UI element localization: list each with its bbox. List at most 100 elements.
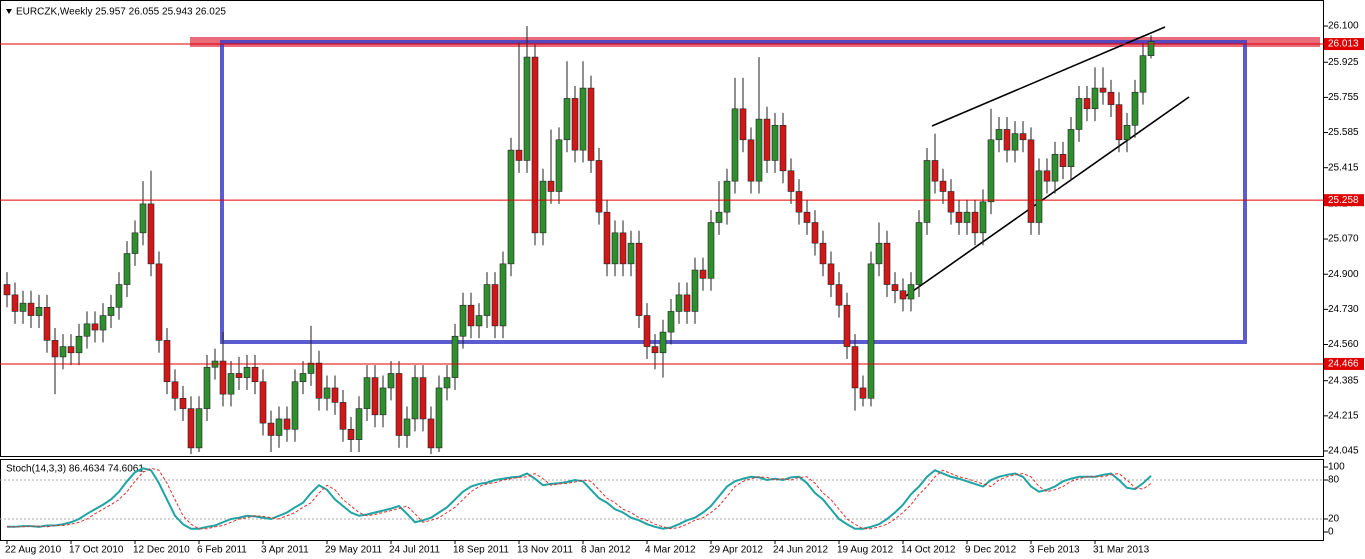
candle-body [1147,41,1155,56]
candle-body [787,170,795,192]
level-label: 24.466 [1328,359,1359,370]
candle-body [683,294,691,312]
candle-body [667,311,675,333]
candle-body [579,87,587,151]
candle-body [291,381,299,430]
candle-body [259,381,267,424]
candle-body [659,331,667,354]
candle-body [603,211,611,265]
candle-body [1019,133,1027,141]
candle-body [139,203,147,234]
candle-body [395,373,403,436]
candle-body [91,323,99,331]
level-label-box [1324,38,1364,51]
candle-body [299,373,307,383]
candle-body [1107,91,1115,105]
candle-body [723,180,731,213]
x-tick-label: 29 Apr 2012 [709,545,763,556]
candle-body [435,387,443,449]
candle-body [19,302,27,312]
range-box [220,40,1247,344]
candle-body [835,284,843,306]
candle-body [3,284,11,296]
candle-body [339,402,347,430]
candle-body [891,284,899,292]
x-tick-label: 6 Feb 2011 [197,545,247,556]
x-tick-label: 3 Apr 2011 [261,545,309,556]
candle-body [923,160,931,223]
candle-body [571,98,579,151]
candle-body [627,242,635,265]
candle-body [475,315,483,327]
candle-body [347,428,355,440]
x-tick-label: 12 Dec 2010 [133,545,190,556]
candle-body [1139,55,1147,93]
candle-body [1027,139,1035,223]
candle-body [467,304,475,327]
candle-body [1099,87,1107,93]
candle-body [283,418,291,430]
candle-body [715,211,723,223]
candle-body [155,263,163,341]
x-tick-label: 19 Aug 2012 [837,545,894,556]
candle-body [1059,153,1067,167]
chart-title: EURCZK,Weekly 25.957 26.055 25.943 26.02… [16,7,226,18]
y-tick-label: 25.070 [1328,234,1359,245]
candle-body [275,418,283,436]
candle-body [59,346,67,358]
candle-body [539,180,547,234]
candle-body [1011,133,1019,151]
candle-body [779,125,787,172]
channel-lower [902,96,1190,299]
candle-body [907,284,915,300]
main-frame [0,0,1324,457]
level-label-box [1324,357,1364,370]
candle-body [163,340,171,383]
candle-body [555,139,563,192]
candle-body [131,232,139,254]
channel-upper [931,26,1166,127]
y-tick-label: 24.215 [1328,410,1359,421]
x-tick-label: 3 Feb 2013 [1029,545,1080,556]
candle-body [763,118,771,161]
candle-body [1075,98,1083,130]
candle-body [147,203,155,265]
y-tick-label: 24.730 [1328,304,1359,315]
candle-body [643,315,651,347]
x-tick-label: 17 Oct 2010 [69,545,124,556]
candle-body [35,306,43,316]
candle-body [563,98,571,141]
x-tick-label: 18 Sep 2011 [453,545,509,556]
candle-body [875,242,883,265]
candle-body [491,284,499,327]
candle-body [507,149,515,265]
candle-body [819,242,827,265]
candle-body [459,304,467,337]
stoch-frame [0,459,1324,541]
x-tick-label: 22 Aug 2010 [5,545,62,556]
candle-body [387,373,395,389]
level-label: 25.258 [1328,195,1359,206]
candle-body [43,306,51,341]
candle-body [827,263,835,285]
candle-body [75,335,83,354]
candle-body [51,340,59,358]
x-tick-label: 29 May 2011 [325,545,383,556]
candle-body [739,108,747,141]
candle-body [915,222,923,285]
candle-body [307,362,315,374]
candle-body [195,408,203,449]
candle-body [483,284,491,316]
candle-body [691,269,699,312]
candle-body [859,387,867,399]
candle-body [619,232,627,265]
y-tick-label: 25.755 [1328,92,1359,103]
candle-body [851,346,859,389]
y-tick-label: 24.385 [1328,375,1359,386]
candle-body [899,290,907,300]
candle-body [931,160,939,182]
candle-body [99,315,107,331]
y-tick-label: 0 [1328,527,1334,538]
